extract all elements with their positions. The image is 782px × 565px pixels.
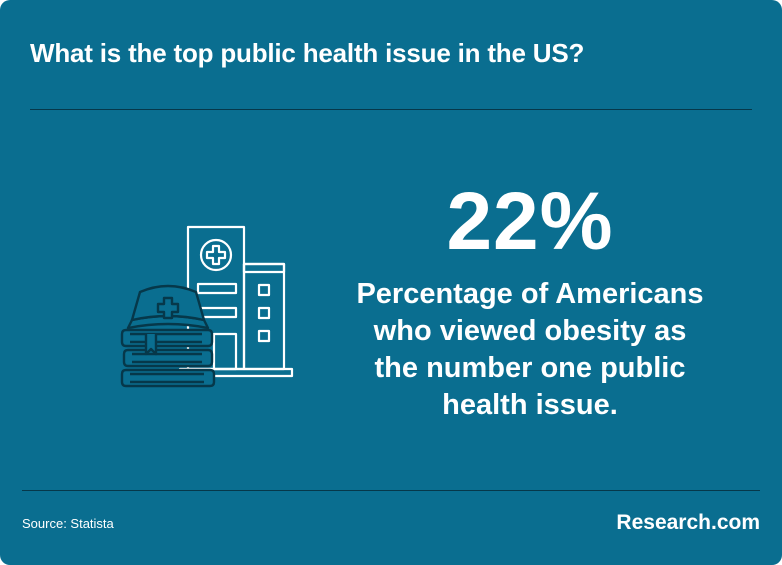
hospital-nurse-cap-books-icon xyxy=(120,225,294,388)
page-title: What is the top public health issue in t… xyxy=(30,38,585,68)
brand-logo-text: Research.com xyxy=(616,511,760,534)
top-divider xyxy=(30,109,752,110)
stat-value: 22% xyxy=(446,176,614,267)
stat-description: Percentage of Americans who viewed obesi… xyxy=(356,278,704,421)
statistic-block: 22% Percentage of Americans who viewed o… xyxy=(350,172,710,424)
source-label: Source: Statista xyxy=(22,516,114,531)
bottom-divider xyxy=(22,490,760,491)
